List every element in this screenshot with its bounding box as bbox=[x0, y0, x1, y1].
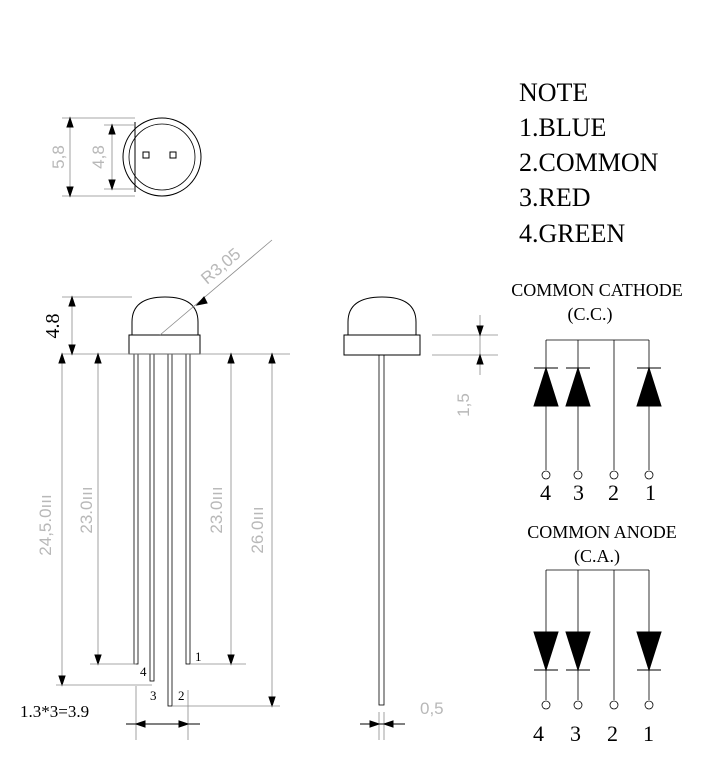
dim-lead-24-5: 24,5.0ııı bbox=[36, 494, 55, 555]
cc-terminal-1 bbox=[644, 470, 654, 480]
lead-1 bbox=[185, 353, 191, 665]
dim-flange: 1,5 bbox=[454, 393, 473, 417]
ca-pin-4: 4 bbox=[533, 721, 544, 746]
ca-title: COMMON ANODE bbox=[527, 522, 677, 542]
front-view: R3,05 4.8 24,5.0ııı 23.0ııı 23.0ııı 26.0… bbox=[20, 239, 290, 740]
lead-3 bbox=[149, 353, 155, 682]
inner-circle bbox=[128, 123, 196, 191]
lead-4 bbox=[133, 353, 139, 665]
cc-pin-2: 2 bbox=[608, 480, 619, 505]
dim-pitch: 1.3*3=3.9 bbox=[20, 702, 89, 721]
ca-terminal-1 bbox=[644, 700, 654, 710]
outer-circle bbox=[122, 117, 202, 197]
flange-base bbox=[128, 334, 201, 355]
radius-leader bbox=[159, 239, 273, 336]
side-lead bbox=[378, 354, 385, 706]
dim-lead-26: 26.0ııı bbox=[248, 506, 267, 553]
ca-terminal-4 bbox=[541, 700, 551, 710]
note-item-common: 2.COMMON bbox=[519, 148, 659, 177]
ca-pin-1: 1 bbox=[643, 721, 654, 746]
top-view: 5,8 4,8 bbox=[49, 116, 202, 198]
side-lens-dome bbox=[347, 296, 417, 336]
note-item-green: 4.GREEN bbox=[519, 219, 625, 248]
dim-lead-23-left: 23.0ııı bbox=[77, 486, 96, 533]
dim-inner-diameter: 4,8 bbox=[89, 145, 108, 169]
chip-pad-left bbox=[142, 151, 150, 159]
dim-dome-height: 4.8 bbox=[42, 314, 64, 339]
note-block: NOTE 1.BLUE 2.COMMON 3.RED 4.GREEN bbox=[519, 78, 659, 248]
dim-lead-width: 0,5 bbox=[420, 699, 444, 718]
side-flange bbox=[343, 334, 421, 356]
ca-diode-1 bbox=[636, 631, 662, 672]
lens-dome bbox=[131, 296, 199, 336]
dim-lead-23-right: 23.0ııı bbox=[207, 486, 226, 533]
dim-outer-diameter: 5,8 bbox=[49, 145, 68, 169]
cc-pin-1: 1 bbox=[645, 480, 656, 505]
cc-pin-4: 4 bbox=[540, 480, 551, 505]
note-title: NOTE bbox=[519, 78, 588, 107]
cc-terminal-2 bbox=[609, 470, 619, 480]
ca-abbr: (C.A.) bbox=[574, 546, 620, 567]
note-item-blue: 1.BLUE bbox=[519, 113, 606, 142]
common-cathode-schematic: COMMON CATHODE (C.C.) 4 3 2 1 bbox=[511, 280, 683, 505]
chip-pad-right bbox=[169, 151, 177, 159]
ca-diode-4 bbox=[533, 631, 559, 672]
lead-2 bbox=[167, 353, 173, 707]
cc-diode-4 bbox=[533, 366, 559, 407]
cc-diode-1 bbox=[636, 366, 662, 407]
side-view: 1,5 0,5 bbox=[343, 296, 498, 740]
ca-terminal-3 bbox=[573, 700, 583, 710]
ca-pin-3: 3 bbox=[570, 721, 581, 746]
cc-abbr: (C.C.) bbox=[568, 304, 613, 325]
note-item-red: 3.RED bbox=[519, 183, 591, 212]
cc-diode-3 bbox=[565, 366, 591, 407]
cc-pin-3: 3 bbox=[573, 480, 584, 505]
lead-number-3: 3 bbox=[150, 688, 157, 703]
ca-terminal-2 bbox=[609, 700, 619, 710]
cc-terminal-4 bbox=[541, 470, 551, 480]
dim-radius: R3,05 bbox=[197, 244, 244, 288]
lead-number-1: 1 bbox=[195, 649, 202, 664]
cc-title: COMMON CATHODE bbox=[511, 280, 683, 300]
ca-diode-3 bbox=[565, 631, 591, 672]
lead-number-2: 2 bbox=[178, 688, 185, 703]
lead-number-4: 4 bbox=[140, 664, 147, 679]
cc-terminal-3 bbox=[573, 470, 583, 480]
ca-pin-2: 2 bbox=[607, 721, 618, 746]
common-anode-schematic: COMMON ANODE (C.A.) 4 3 2 1 bbox=[527, 522, 677, 746]
